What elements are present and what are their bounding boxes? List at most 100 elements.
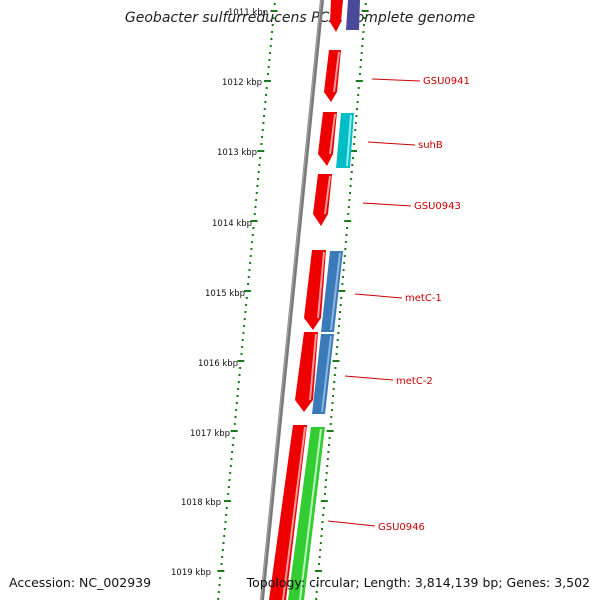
major-tick — [217, 570, 225, 572]
major-tick — [326, 430, 334, 432]
minor-tick — [230, 458, 233, 460]
minor-tick — [330, 409, 333, 411]
minor-tick — [342, 276, 344, 278]
tick-label: 1013 kbp — [217, 148, 257, 158]
major-tick — [320, 500, 328, 502]
minor-tick — [251, 241, 254, 243]
minor-tick — [248, 269, 251, 271]
minor-tick — [318, 556, 321, 558]
minor-tick — [264, 101, 267, 103]
topology-text: Topology: circular; Length: 3,814,139 bp… — [246, 575, 590, 590]
gene-feature[interactable] — [295, 332, 318, 412]
minor-tick — [321, 528, 323, 530]
minor-tick — [255, 199, 258, 201]
minor-tick — [349, 192, 351, 194]
tick-label: 1019 kbp — [171, 568, 211, 578]
reverse-strand-genes — [288, 0, 360, 600]
minor-tick — [262, 122, 265, 124]
major-tick — [224, 500, 231, 502]
minor-tick — [259, 157, 262, 159]
minor-tick — [271, 24, 274, 26]
major-tick — [344, 220, 352, 222]
gene-feature[interactable] — [304, 250, 326, 330]
gene-feature[interactable] — [330, 0, 343, 32]
minor-tick — [223, 528, 226, 530]
minor-tick — [247, 283, 250, 285]
minor-tick — [239, 367, 242, 369]
minor-tick — [328, 444, 330, 446]
minor-tick — [344, 248, 347, 250]
minor-tick — [250, 248, 253, 250]
gene-label[interactable]: GSU0946 — [378, 522, 425, 533]
minor-tick — [344, 241, 347, 243]
minor-tick — [332, 395, 335, 397]
minor-tick — [321, 521, 324, 523]
minor-tick — [240, 353, 243, 355]
minor-tick — [351, 157, 354, 159]
minor-tick — [353, 143, 356, 145]
minor-tick — [350, 171, 353, 173]
minor-tick — [254, 206, 257, 208]
minor-tick — [258, 164, 261, 166]
minor-tick — [265, 87, 268, 89]
minor-tick — [269, 52, 272, 54]
minor-tick — [357, 94, 360, 96]
map-title: Geobacter sulfurreducens PCA, complete g… — [124, 10, 476, 26]
minor-tick — [361, 45, 364, 47]
minor-tick — [221, 549, 224, 551]
minor-tick — [339, 311, 342, 313]
minor-tick — [229, 472, 232, 474]
gene-label[interactable]: metC-2 — [396, 376, 433, 387]
minor-tick — [256, 185, 259, 187]
minor-tick — [247, 276, 250, 278]
minor-tick — [315, 598, 318, 600]
minor-tick — [350, 178, 353, 180]
major-tick — [350, 150, 357, 152]
minor-tick — [217, 591, 220, 593]
minor-tick — [233, 423, 236, 425]
major-tick — [230, 430, 238, 432]
gene-feature[interactable] — [313, 174, 332, 226]
minor-tick — [225, 514, 228, 516]
gene-label[interactable]: GSU0943 — [414, 201, 461, 212]
minor-tick — [349, 185, 352, 187]
gene-label[interactable]: suhB — [418, 140, 443, 151]
minor-tick — [343, 255, 346, 257]
outer-tick-track — [217, 3, 278, 600]
minor-tick — [243, 318, 246, 320]
major-tick — [243, 290, 251, 292]
minor-tick — [251, 234, 254, 236]
minor-tick — [334, 367, 337, 369]
minor-tick — [245, 304, 248, 306]
minor-tick — [358, 73, 361, 75]
minor-tick — [242, 332, 245, 334]
forward-strand-genes — [269, 0, 343, 600]
minor-tick — [217, 598, 220, 600]
minor-tick — [245, 297, 248, 299]
minor-tick — [236, 395, 239, 397]
minor-tick — [336, 339, 339, 341]
minor-tick — [229, 465, 232, 467]
genome-backbone — [260, 0, 324, 600]
minor-tick — [333, 381, 336, 383]
minor-tick — [327, 451, 330, 453]
minor-tick — [323, 493, 326, 495]
minor-tick — [316, 577, 319, 579]
gene-label[interactable]: metC-1 — [405, 293, 442, 304]
minor-tick — [339, 304, 342, 306]
minor-tick — [257, 171, 260, 173]
gene-feature-purple[interactable] — [346, 0, 360, 30]
minor-tick — [261, 129, 264, 131]
gene-label[interactable]: GSU0941 — [423, 76, 470, 87]
minor-tick — [324, 486, 327, 488]
gene-feature[interactable] — [318, 112, 337, 166]
minor-tick — [234, 416, 237, 418]
minor-tick — [326, 458, 329, 460]
gene-feature[interactable] — [269, 425, 307, 600]
minor-tick — [249, 255, 252, 257]
minor-tick — [356, 108, 358, 110]
minor-tick — [319, 542, 322, 544]
minor-tick — [351, 164, 354, 166]
minor-tick — [336, 346, 339, 348]
